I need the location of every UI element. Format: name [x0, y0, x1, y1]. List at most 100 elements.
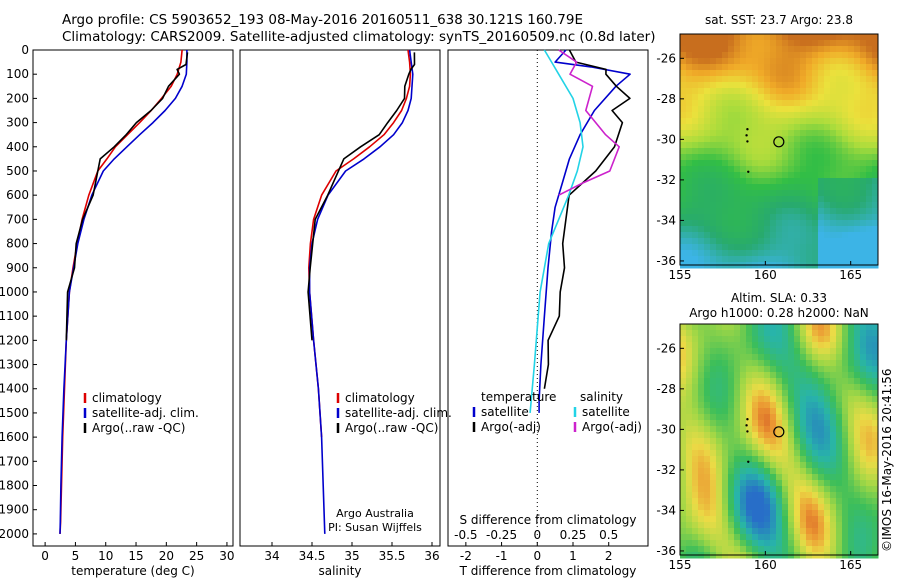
map-cell — [752, 360, 759, 367]
map-cell — [800, 106, 807, 113]
map-cell — [860, 196, 867, 203]
map-cell — [830, 154, 837, 161]
map-cell — [680, 250, 687, 257]
map-cell — [728, 250, 735, 257]
map-cell — [842, 390, 849, 397]
temperature-x-tick-label: 0 — [41, 549, 49, 563]
map-cell — [824, 82, 831, 89]
map-cell — [764, 82, 771, 89]
map-cell — [866, 34, 873, 41]
map-cell — [836, 354, 843, 361]
map-cell — [818, 142, 825, 149]
map-cell — [680, 82, 687, 89]
map-cell — [764, 148, 771, 155]
map-cell — [782, 250, 789, 257]
map-cell — [692, 118, 699, 125]
map-cell — [848, 106, 855, 113]
map-cell — [716, 480, 723, 487]
map-cell — [734, 154, 741, 161]
map-cell — [872, 34, 879, 41]
map-cell — [746, 76, 753, 83]
map-cell — [770, 366, 777, 373]
map-cell — [746, 250, 753, 257]
map-cell — [872, 510, 879, 517]
map-cell — [692, 112, 699, 119]
map-cell — [692, 88, 699, 95]
map-cell — [788, 64, 795, 71]
map-cell — [704, 214, 711, 221]
map-cell — [770, 510, 777, 517]
map-cell — [770, 148, 777, 155]
map-cell — [830, 456, 837, 463]
sla-map-frame — [679, 323, 879, 556]
map-cell — [740, 528, 747, 535]
map-cell — [770, 342, 777, 349]
map-cell — [788, 238, 795, 245]
map-cell — [782, 154, 789, 161]
map-cell — [854, 256, 861, 263]
map-cell — [758, 540, 765, 547]
depth-y-tick-label: 1100 — [0, 309, 29, 323]
map-cell — [758, 492, 765, 499]
map-cell — [782, 528, 789, 535]
map-cell — [740, 244, 747, 251]
map-cell — [812, 76, 819, 83]
map-cell — [776, 196, 783, 203]
map-cell — [806, 432, 813, 439]
map-cell — [740, 408, 747, 415]
map-cell — [740, 510, 747, 517]
map-cell — [698, 360, 705, 367]
map-cell — [812, 330, 819, 337]
map-cell — [728, 76, 735, 83]
map-cell — [848, 130, 855, 137]
map-cell — [716, 178, 723, 185]
map-cell — [686, 142, 693, 149]
map-cell — [746, 390, 753, 397]
map-cell — [680, 190, 687, 197]
map-cell — [836, 244, 843, 251]
map-cell — [824, 172, 831, 179]
map-cell — [848, 142, 855, 149]
map-cell — [698, 390, 705, 397]
map-cell — [710, 196, 717, 203]
map-cell — [788, 154, 795, 161]
map-cell — [764, 402, 771, 409]
map-cell — [836, 76, 843, 83]
map-cell — [686, 360, 693, 367]
map-cell — [872, 372, 879, 379]
map-cell — [860, 142, 867, 149]
map-cell — [830, 94, 837, 101]
map-cell — [782, 178, 789, 185]
map-cell — [842, 190, 849, 197]
map-cell — [680, 238, 687, 245]
map-cell — [686, 330, 693, 337]
map-cell — [704, 480, 711, 487]
map-cell — [794, 160, 801, 167]
map-cell — [782, 378, 789, 385]
map-cell — [740, 462, 747, 469]
map-cell — [764, 76, 771, 83]
map-cell — [794, 52, 801, 59]
map-cell — [710, 154, 717, 161]
map-cell — [872, 408, 879, 415]
map-cell — [716, 208, 723, 215]
map-cell — [854, 378, 861, 385]
map-cell — [854, 516, 861, 523]
map-cell — [866, 190, 873, 197]
map-cell — [872, 534, 879, 541]
map-cell — [710, 184, 717, 191]
map-cell — [848, 256, 855, 263]
map-cell — [746, 468, 753, 475]
map-cell — [758, 438, 765, 445]
map-cell — [788, 208, 795, 215]
map-cell — [866, 522, 873, 529]
map-cell — [836, 250, 843, 257]
map-cell — [752, 130, 759, 137]
map-cell — [812, 516, 819, 523]
map-cell — [680, 486, 687, 493]
map-cell — [818, 438, 825, 445]
title-line-1: Argo profile: CS 5903652_193 08-May-2016… — [62, 12, 583, 28]
map-cell — [680, 154, 687, 161]
map-cell — [698, 354, 705, 361]
map-cell — [734, 112, 741, 119]
